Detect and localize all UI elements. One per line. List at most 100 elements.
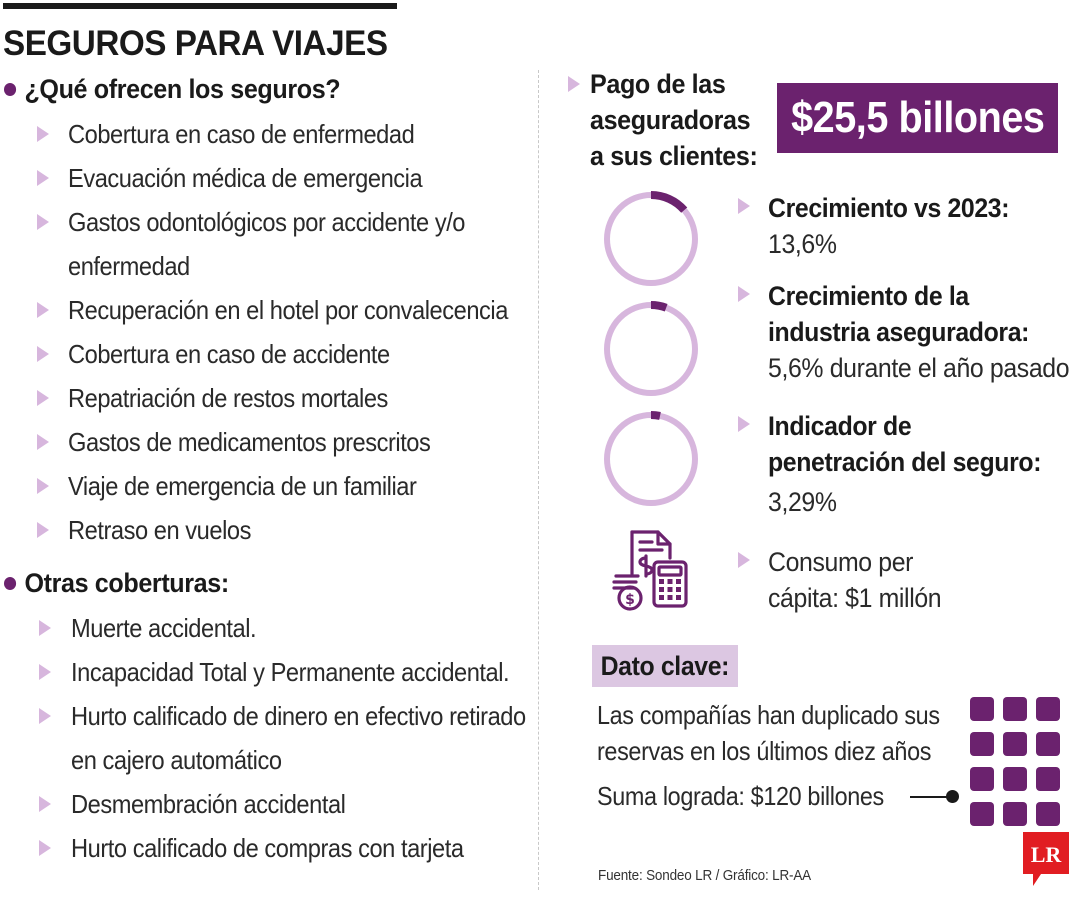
other-list: Muerte accidental. Incapacidad Total y Pe… <box>4 606 526 870</box>
penetration-ring <box>600 408 702 510</box>
other-heading: Otras coberturas: <box>4 566 488 600</box>
list-item: Retraso en vuelos <box>4 508 524 552</box>
key-fact-label: Dato clave: <box>600 650 730 681</box>
stat-industry-value-number: 5,6% <box>768 353 824 383</box>
ring-track <box>604 302 698 396</box>
growth-ring <box>600 188 702 290</box>
list-item-text: Recuperación en el hotel por convalecenc… <box>68 295 508 325</box>
stat-industry-head: Crecimiento de la <box>768 281 969 311</box>
stat-penetration-head: penetración del seguro: <box>768 447 1042 477</box>
payment-value-badge: $25,5 billones <box>777 83 1058 153</box>
triangle-bullet-icon <box>39 796 51 812</box>
grid-square <box>1003 697 1027 721</box>
grid-square <box>1036 802 1060 826</box>
key-fact-sum: Suma lograda: $120 billones <box>597 778 884 814</box>
payment-value: $25,5 billones <box>790 93 1045 142</box>
triangle-bullet-icon <box>37 522 49 538</box>
payment-label: Pago de las aseguradoras a sus clientes: <box>590 66 770 174</box>
ring-progress-arc <box>603 411 699 507</box>
grid-square <box>970 767 994 791</box>
svg-text:$: $ <box>625 592 635 608</box>
list-item: Cobertura en caso de enfermedad <box>4 112 524 156</box>
list-item: Viaje de emergencia de un familiar <box>4 464 524 508</box>
source-note: Fuente: Sondeo LR / Gráfico: LR-AA <box>598 867 812 884</box>
grid-square <box>1003 732 1027 756</box>
ring-track <box>604 412 698 506</box>
grid-square <box>1036 697 1060 721</box>
list-item-text: Desmembración accidental <box>71 789 346 819</box>
triangle-bullet-icon <box>39 708 51 724</box>
list-item: Incapacidad Total y Permanente accidenta… <box>4 650 524 694</box>
key-fact-sum-prefix: Suma lograda: <box>597 781 751 811</box>
stat-consumption-prefix: cápita: <box>768 583 846 613</box>
list-item: Evacuación médica de emergencia <box>4 156 524 200</box>
list-item: Muerte accidental. <box>4 606 524 650</box>
triangle-bullet-icon <box>37 434 49 450</box>
grid-square <box>1036 767 1060 791</box>
list-item-text: Cobertura en caso de accidente <box>68 339 390 369</box>
triangle-bullet-icon <box>37 214 49 230</box>
grid-square <box>970 802 994 826</box>
coverage-column: ¿Qué ofrecen los seguros? Cobertura en c… <box>4 72 526 884</box>
triangle-bullet-icon <box>37 346 49 362</box>
triangle-bullet-icon <box>37 126 49 142</box>
stat-penetration: Indicador de penetración del seguro: 3,2… <box>738 408 1078 520</box>
list-item: Gastos odontológicos por accidente y/o e… <box>4 200 524 288</box>
stats-column: Pago de las aseguradoras a sus clientes:… <box>560 0 1080 900</box>
triangle-bullet-icon <box>37 478 49 494</box>
list-item-text: Gastos odontológicos por accidente y/o e… <box>68 207 466 281</box>
list-item: Cobertura en caso de accidente <box>4 332 524 376</box>
list-item-text: Retraso en vuelos <box>68 515 251 545</box>
stat-industry-value-text: durante el año pasado <box>823 353 1070 383</box>
stat-penetration-value: 3,29% <box>768 487 837 517</box>
triangle-bullet-icon <box>37 302 49 318</box>
list-item: Hurto calificado de compras con tarjeta <box>4 826 524 870</box>
page-title: SEGUROS PARA VIAJES <box>3 24 388 63</box>
logo-text: LR <box>1031 842 1063 867</box>
squares-grid-icon <box>970 697 1060 826</box>
list-item: Hurto calificado de dinero en efectivo r… <box>4 694 526 782</box>
offers-list: Cobertura en caso de enfermedad Evacuació… <box>4 112 524 552</box>
bullet-dot-icon <box>4 82 17 96</box>
ring-progress-arc <box>603 191 699 287</box>
grid-square <box>1003 802 1027 826</box>
list-item: Repatriación de restos mortales <box>4 376 524 420</box>
bullet-dot-icon <box>4 576 17 590</box>
grid-square <box>1036 732 1060 756</box>
stat-consumption-line: cápita: $1 millón <box>768 580 1053 616</box>
list-item-text: Muerte accidental. <box>71 613 257 643</box>
list-item-text: Gastos de medicamentos prescritos <box>68 427 431 457</box>
offers-heading-text: ¿Qué ofrecen los seguros? <box>24 74 341 104</box>
connector-line <box>910 796 950 798</box>
triangle-bullet-icon <box>568 76 580 92</box>
list-item-text: Incapacidad Total y Permanente accidenta… <box>71 657 510 687</box>
stat-growth-value: 13,6% <box>768 229 837 259</box>
stat-industry-head: industria aseguradora: <box>768 317 1030 347</box>
stat-consumption-value: $1 millón <box>845 583 942 613</box>
stat-penetration-head: Indicador de <box>768 411 912 441</box>
list-item: Desmembración accidental <box>4 782 524 826</box>
stat-industry-value: 5,6% durante el año pasado <box>768 350 1070 386</box>
list-item-text: Hurto calificado de dinero en efectivo r… <box>71 701 526 775</box>
triangle-bullet-icon <box>738 552 750 568</box>
key-fact-badge: Dato clave: <box>592 645 738 687</box>
triangle-bullet-icon <box>37 170 49 186</box>
triangle-bullet-icon <box>37 390 49 406</box>
list-item-text: Repatriación de restos mortales <box>68 383 388 413</box>
lr-logo: LR <box>1023 832 1069 888</box>
triangle-bullet-icon <box>39 664 51 680</box>
stat-growth-head: Crecimiento vs 2023: <box>768 193 1010 223</box>
triangle-bullet-icon <box>39 840 51 856</box>
stat-growth: Crecimiento vs 2023: 13,6% <box>738 190 1078 262</box>
key-fact-line: Las compañías han duplicado sus <box>597 700 940 730</box>
triangle-bullet-icon <box>738 416 750 432</box>
industry-growth-ring <box>600 298 702 400</box>
grid-square <box>1003 767 1027 791</box>
list-item-text: Evacuación médica de emergencia <box>68 163 423 193</box>
list-item-text: Viaje de emergencia de un familiar <box>68 471 417 501</box>
connector-dot <box>946 790 959 803</box>
other-heading-text: Otras coberturas: <box>24 568 229 598</box>
stat-consumption: Consumo per cápita: $1 millón <box>738 544 1078 616</box>
top-rule <box>3 3 397 9</box>
list-item-text: Cobertura en caso de enfermedad <box>68 119 415 149</box>
